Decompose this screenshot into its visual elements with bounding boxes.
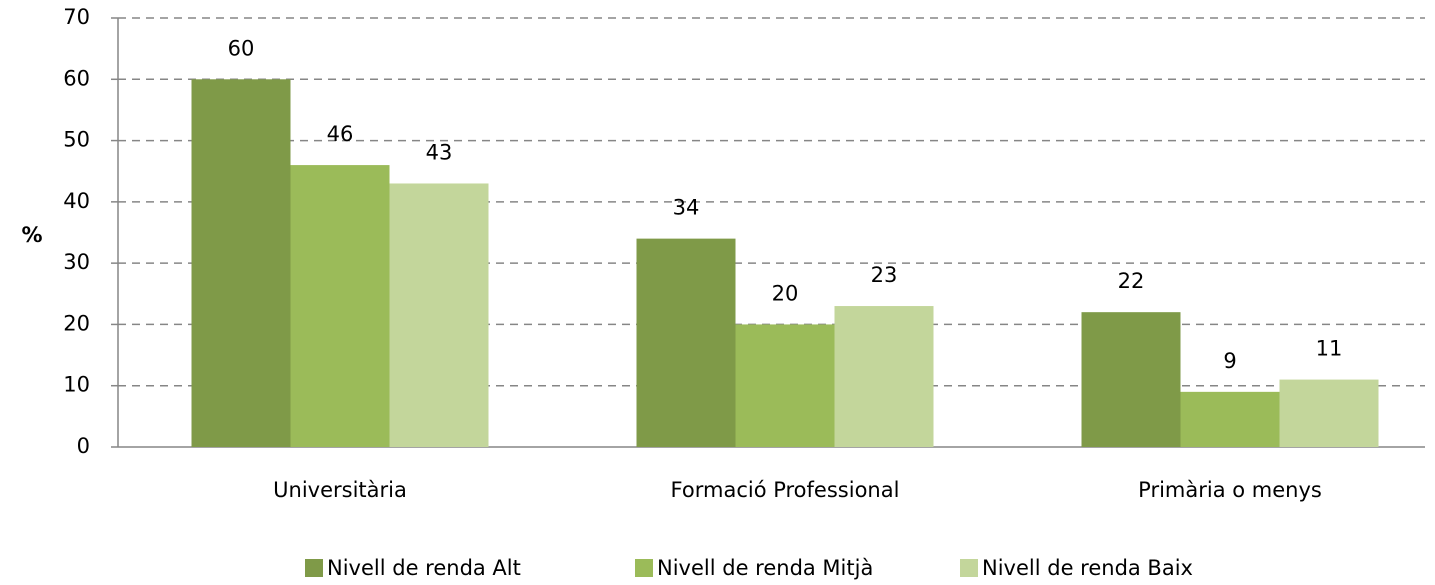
legend-label: Nivell de renda Alt (327, 556, 521, 580)
x-tick-label: Primària o menys (1138, 478, 1322, 502)
bar (1180, 391, 1280, 447)
data-label: 43 (426, 140, 453, 164)
y-tick-label: 50 (63, 128, 90, 152)
data-label: 60 (228, 36, 255, 60)
x-tick-label: Formació Professional (671, 478, 900, 502)
legend-swatch (305, 559, 323, 577)
bar (735, 324, 835, 447)
y-tick-label: 0 (77, 434, 90, 458)
bar (636, 238, 736, 447)
y-tick-label: 30 (63, 250, 90, 274)
data-label: 11 (1316, 337, 1343, 361)
data-label: 20 (772, 281, 799, 305)
bar (1279, 379, 1379, 447)
legend-swatch (960, 559, 978, 577)
y-tick-label: 40 (63, 189, 90, 213)
legend-label: Nivell de renda Baix (982, 556, 1193, 580)
data-label: 23 (871, 263, 898, 287)
data-label: 22 (1118, 269, 1145, 293)
y-axis-label: % (21, 223, 42, 247)
data-label: 34 (673, 196, 700, 220)
x-tick-label: Universitària (273, 478, 407, 502)
bar (389, 183, 489, 447)
data-label: 9 (1223, 349, 1236, 373)
y-tick-label: 10 (63, 373, 90, 397)
bar (1081, 312, 1181, 447)
bar (290, 165, 390, 448)
y-tick-label: 20 (63, 311, 90, 335)
y-tick-label: 70 (63, 5, 90, 29)
legend-label: Nivell de renda Mitjà (657, 556, 873, 580)
data-label: 46 (327, 122, 354, 146)
bar (191, 79, 291, 448)
y-tick-label: 60 (63, 66, 90, 90)
legend-swatch (635, 559, 653, 577)
bar (834, 306, 934, 447)
